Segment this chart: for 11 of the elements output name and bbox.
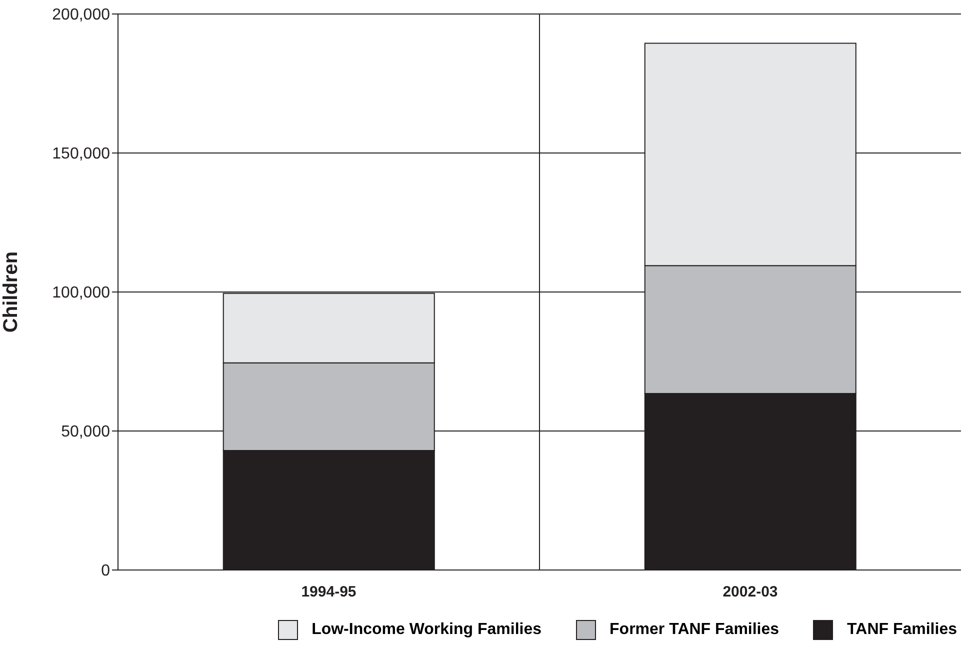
legend-label: Former TANF Families — [610, 621, 780, 639]
x-tick-label: 1994-95 — [301, 584, 356, 601]
y-axis-title: Children — [0, 251, 22, 333]
y-tick-label: 150,000 — [52, 146, 110, 163]
y-tick-label: 50,000 — [61, 424, 110, 441]
legend-label: TANF Families — [847, 621, 957, 639]
legend-label: Low-Income Working Families — [312, 621, 542, 639]
y-tick-label: 200,000 — [52, 6, 110, 24]
x-tick-label: 2002-03 — [722, 584, 778, 601]
y-tick-label: 100,000 — [52, 284, 110, 302]
y-tick-label: 0 — [101, 562, 110, 580]
